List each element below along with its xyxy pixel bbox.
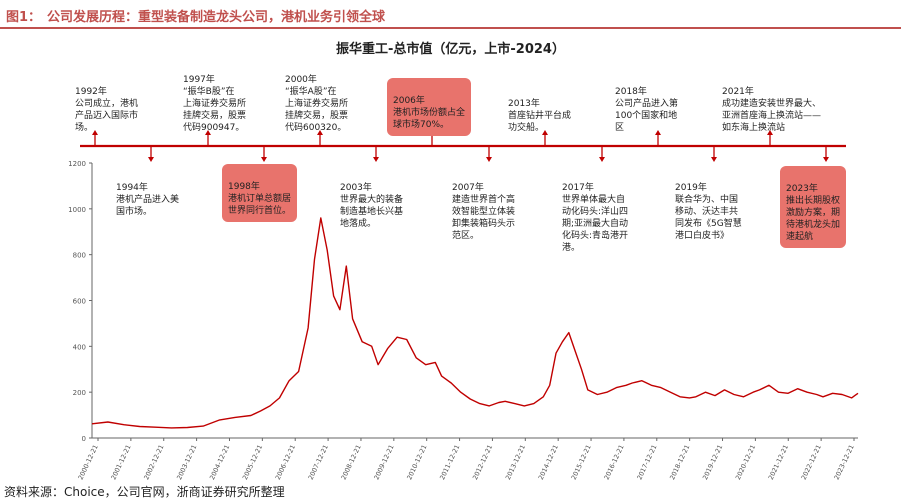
timeline-arrowhead [767, 130, 773, 135]
annotation-year: 1998年 [228, 182, 260, 192]
annotation-year: 2017年 [562, 183, 594, 193]
annotation-year: 2003年 [340, 183, 372, 193]
x-tick-label: 2007-12-21 [307, 443, 330, 481]
annotation-text: 世界最大的装备 制造基地长兴基 地落成。 [340, 195, 404, 229]
y-tick-label: 400 [73, 343, 86, 351]
source-note: 资料来源：Choice，公司官网，浙商证券研究所整理 [4, 485, 285, 499]
annotation-year: 2019年 [675, 183, 707, 193]
x-tick-label: 2014-12-21 [537, 443, 560, 481]
timeline-arrowhead [261, 157, 267, 162]
x-tick-label: 2005-12-21 [241, 443, 264, 481]
annotation-1994: 1994年港机产品进入美 国市场。 [116, 170, 179, 218]
annotation-2018: 2018年公司产品进入第 100个国家和地 区 [615, 74, 678, 134]
x-tick-label: 2006-12-21 [274, 443, 297, 481]
annotation-text: 建造世界首个高 效智能型立体装 卸集装箱码头示 范区。 [452, 195, 516, 241]
y-tick-label: 1200 [68, 160, 86, 168]
timeline-arrowhead [205, 130, 211, 135]
timeline-arrowhead [92, 130, 98, 135]
timeline-arrowhead [599, 157, 605, 162]
annotation-2006: 2006年港机市场份额占全 球市场70%。 [387, 78, 472, 136]
annotation-year: 2018年 [615, 87, 647, 97]
annotation-year: 2007年 [452, 183, 484, 193]
x-tick-label: 2009-12-21 [372, 443, 395, 481]
annotation-2019: 2019年联合华为、中国 移动、沃达丰共 同发布《5G智慧 港口白皮书》 [675, 170, 742, 242]
annotation-1992: 1992年公司成立，港机 产品迈入国际市 场。 [75, 74, 138, 134]
timeline-arrowhead [655, 130, 661, 135]
annotation-text: 推出长期股权 激励方案，期 待港机龙头加 速起航 [786, 196, 841, 242]
annotation-year: 2023年 [786, 184, 818, 194]
figure-title: 图1： 公司发展历程：重型装备制造龙头公司，港机业务引领全球 [6, 6, 385, 25]
annotation-year: 1992年 [75, 87, 107, 97]
annotation-2021: 2021年成功建造安装世界最大、 亚洲首座海上换流站—— 如东海上换流站 [722, 74, 821, 134]
timeline-arrowhead [486, 157, 492, 162]
figure-title-text: 公司发展历程：重型装备制造龙头公司，港机业务引领全球 [47, 10, 386, 25]
timeline-arrowhead [542, 130, 548, 135]
x-tick-label: 2001-12-21 [109, 443, 132, 481]
y-tick-label: 0 [82, 435, 86, 443]
annotation-text: “振华A股”在 上海证券交易所 挂牌交易，股票 代码600320。 [285, 87, 349, 133]
annotation-text: 世界单体最大自 动化码头:洋山四 期;亚洲最大自动 化码头:青岛港开 港。 [562, 195, 629, 253]
x-tick-label: 2021-12-21 [767, 443, 790, 481]
y-tick-label: 600 [73, 298, 86, 306]
annotation-year: 2006年 [393, 96, 425, 106]
x-tick-label: 2013-12-21 [504, 443, 527, 481]
x-tick-label: 2023-12-21 [833, 443, 856, 481]
x-tick-label: 2000-12-21 [77, 443, 100, 481]
x-tick-label: 2022-12-21 [800, 443, 823, 481]
timeline-arrowhead [711, 157, 717, 162]
x-tick-label: 2015-12-21 [570, 443, 593, 481]
x-tick-label: 2011-12-21 [438, 443, 461, 481]
x-tick-label: 2012-12-21 [471, 443, 494, 481]
annotation-2000: 2000年 “振华A股”在 上海证券交易所 挂牌交易，股票 代码600320。 [285, 62, 348, 134]
annotation-2013: 2013年首座钻井平台成 功交船。 [508, 86, 571, 134]
annotation-year: 2013年 [508, 99, 540, 109]
annotation-year: 1997年 [183, 75, 215, 85]
timeline-arrowhead [317, 130, 323, 135]
market-cap-line [91, 217, 859, 429]
x-tick-label: 2002-12-21 [142, 443, 165, 481]
annotation-text: 港机产品进入美 国市场。 [116, 195, 180, 217]
figure-label: 图1： [6, 10, 42, 25]
annotation-year: 1994年 [116, 183, 148, 193]
x-tick-label: 2017-12-21 [635, 443, 658, 481]
annotation-2023: 2023年推出长期股权 激励方案，期 待港机龙头加 速起航 [780, 166, 847, 248]
y-tick-label: 800 [73, 252, 86, 260]
y-tick-label: 200 [73, 389, 86, 397]
title-rule [0, 27, 901, 29]
annotation-1997: 1997年 “振华B股”在 上海证券交易所 挂牌交易，股票 代码900947。 [183, 62, 246, 134]
x-tick-label: 2019-12-21 [701, 443, 724, 481]
annotation-2007: 2007年建造世界首个高 效智能型立体装 卸集装箱码头示 范区。 [452, 170, 515, 242]
x-tick-label: 2016-12-21 [603, 443, 626, 481]
annotation-text: 首座钻井平台成 功交船。 [508, 111, 572, 133]
timeline-arrowhead [148, 157, 154, 162]
x-tick-label: 2018-12-21 [668, 443, 691, 481]
annotation-year: 2021年 [722, 87, 754, 97]
annotation-text: 公司产品进入第 100个国家和地 区 [615, 99, 679, 133]
annotation-text: “振华B股”在 上海证券交易所 挂牌交易，股票 代码900947。 [183, 87, 247, 133]
annotation-year: 2000年 [285, 75, 317, 85]
y-tick-label: 1000 [68, 206, 86, 214]
x-tick-label: 2020-12-21 [734, 443, 757, 481]
annotation-2017: 2017年世界单体最大自 动化码头:洋山四 期;亚洲最大自动 化码头:青岛港开 … [562, 170, 628, 254]
annotation-text: 港机订单总额居 世界同行首位。 [228, 194, 292, 216]
annotation-text: 港机市场份额占全 球市场70%。 [393, 108, 466, 130]
annotation-text: 成功建造安装世界最大、 亚洲首座海上换流站—— 如东海上换流站 [722, 99, 822, 133]
x-tick-label: 2003-12-21 [175, 443, 198, 481]
annotation-1998: 1998年港机订单总额居 世界同行首位。 [222, 164, 298, 222]
annotation-text: 联合华为、中国 移动、沃达丰共 同发布《5G智慧 港口白皮书》 [675, 195, 742, 241]
timeline-arrowhead [823, 157, 829, 162]
x-tick-label: 2004-12-21 [208, 443, 231, 481]
annotation-text: 公司成立，港机 产品迈入国际市 场。 [75, 99, 139, 133]
timeline-arrowhead [373, 157, 379, 162]
chart-title: 振华重工-总市值（亿元，上市-2024） [336, 42, 565, 57]
x-tick-label: 2010-12-21 [405, 443, 428, 481]
annotation-2003: 2003年世界最大的装备 制造基地长兴基 地落成。 [340, 170, 403, 230]
x-tick-label: 2008-12-21 [340, 443, 363, 481]
